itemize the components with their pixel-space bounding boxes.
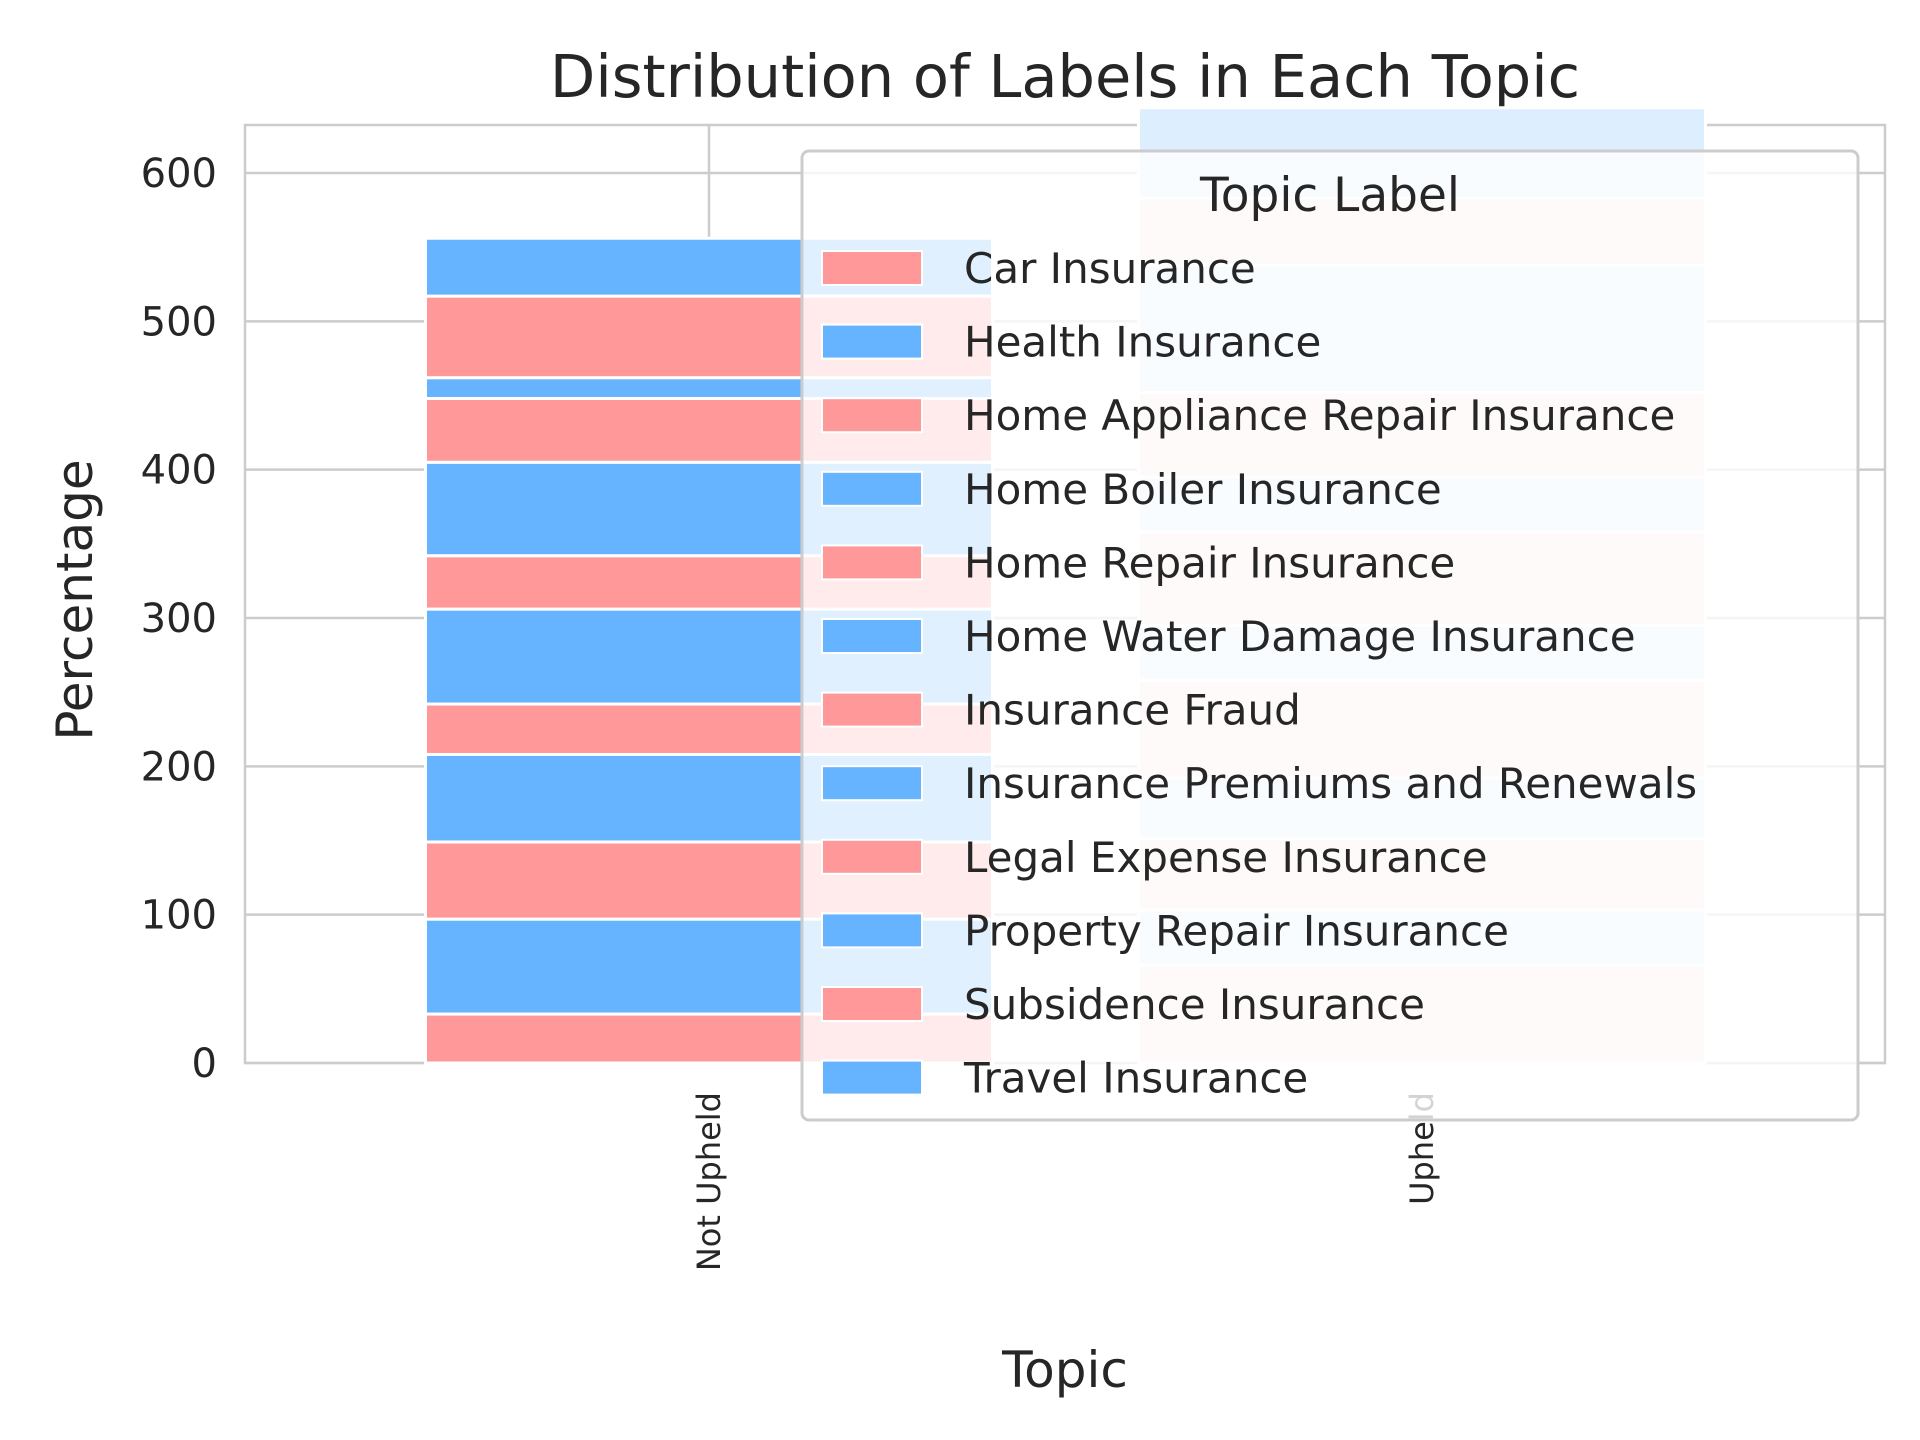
legend-swatch [821,986,923,1022]
y-tick-label: 300 [141,596,217,642]
y-tick-label: 600 [141,151,217,197]
legend-items: Car Insurance Health Insurance Home Applia… [821,244,1697,1103]
y-tick-label: 500 [141,299,217,345]
x-axis-label: Topic [1001,1341,1128,1399]
legend-entry: Insurance Fraud [964,686,1301,735]
y-tick-label: 400 [141,448,217,494]
legend-swatch [821,250,923,286]
legend-entry: Home Appliance Repair Insurance [964,391,1675,440]
legend: Topic Label Car Insurance Health Insuranc… [800,149,1860,1122]
legend-entry: Travel Insurance [963,1054,1308,1103]
legend-entry: Health Insurance [964,318,1321,367]
y-axis-ticks: 0 100 200 300 400 500 600 [141,151,217,1087]
chart-title: Distribution of Labels in Each Topic [550,42,1580,111]
legend-swatch [821,544,923,581]
legend-swatch [821,838,923,875]
legend-entry: Legal Expense Insurance [964,833,1488,882]
legend-entry: Car Insurance [964,244,1256,293]
legend-title: Topic Label [1199,168,1460,223]
legend-swatch [821,1059,923,1096]
legend-box [800,149,1860,1122]
legend-swatch [821,765,923,802]
y-axis-label: Percentage [46,459,104,740]
legend-entry: Insurance Premiums and Renewals [964,759,1697,808]
y-tick-label: 0 [192,1041,217,1087]
y-tick-label: 100 [141,893,217,939]
legend-entry: Property Repair Insurance [964,906,1509,955]
x-tick-label: Not Upheld [690,1092,728,1271]
legend-swatch [821,323,923,360]
legend-entry: Subsidence Insurance [964,980,1425,1029]
legend-swatch [821,691,923,728]
y-tick-label: 200 [141,744,217,790]
legend-swatch [821,912,923,949]
legend-swatch [821,470,923,507]
legend-swatch [821,618,923,654]
legend-entry: Home Boiler Insurance [964,465,1442,514]
legend-swatch [821,397,923,434]
legend-entry: Home Water Damage Insurance [964,612,1636,661]
legend-entry: Home Repair Insurance [964,538,1455,587]
